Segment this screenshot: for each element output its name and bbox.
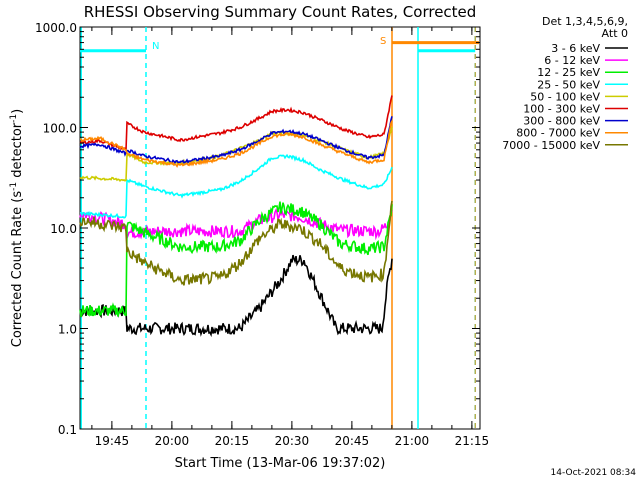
series-line-8 <box>79 120 393 168</box>
y-axis-label-sup2: -1 <box>9 114 19 123</box>
series-line-3 <box>79 201 393 318</box>
y-axis-label-end: ) <box>10 109 25 114</box>
x-tick-label: 20:45 <box>335 434 370 448</box>
y-tick-label: 1.0 <box>58 323 77 337</box>
series-line-7 <box>79 116 393 165</box>
x-tick-label: 21:15 <box>455 434 490 448</box>
x-tick-label: 20:30 <box>275 434 310 448</box>
legend-item-label: 7000 - 15000 keV <box>502 139 600 152</box>
y-axis-label-mid: detector <box>10 122 25 182</box>
legend-header-line2: Att 0 <box>602 27 628 40</box>
y-tick-label: 1000.0 <box>35 21 77 35</box>
x-tick-label: 21:00 <box>395 434 430 448</box>
y-axis-label-main: Corrected Count Rate (s <box>10 191 25 348</box>
series-layer <box>79 95 393 338</box>
y-axis-label: Corrected Count Rate (s-1 detector-1) <box>9 109 25 347</box>
legend-item-label: 50 - 100 keV <box>530 90 600 103</box>
y-tick-label: 10.0 <box>50 222 77 236</box>
legend-item-label: 12 - 25 keV <box>537 66 600 79</box>
x-tick-label: 19:45 <box>95 434 130 448</box>
series-line-4 <box>79 153 393 219</box>
legend-item-label: 6 - 12 keV <box>544 54 600 67</box>
legend-item-label: 25 - 50 keV <box>537 78 600 91</box>
y-tick-label: 0.1 <box>58 423 77 437</box>
chart-title: RHESSI Observing Summary Count Rates, Co… <box>84 3 477 21</box>
x-tick-label: 20:00 <box>155 434 190 448</box>
date-stamp: 14-Oct-2021 08:34 <box>551 468 637 478</box>
x-axis-label: Start Time (13-Mar-06 19:37:02) <box>175 456 386 471</box>
saa-label: S <box>380 36 386 47</box>
axis-layer: 19:45 20:00 20:15 20:30 20:45 21:00 21:15 0.1 1.… <box>35 21 489 448</box>
series-line-6 <box>79 95 393 154</box>
legend-item-label: 300 - 800 keV <box>523 115 600 128</box>
legend-item-label: 800 - 7000 keV <box>516 127 600 140</box>
x-tick-label: 20:15 <box>215 434 250 448</box>
y-tick-label: 100.0 <box>43 122 77 136</box>
series-line-9 <box>79 200 393 286</box>
legend-item-label: 3 - 6 keV <box>551 42 600 55</box>
night-label: N <box>152 41 159 52</box>
legend-item-label: 100 - 300 keV <box>523 103 600 116</box>
series-line-1 <box>79 254 393 338</box>
y-axis-label-sup1: -1 <box>9 182 19 191</box>
legend-header-line1: Det 1,3,4,5,6,9, <box>542 15 628 28</box>
